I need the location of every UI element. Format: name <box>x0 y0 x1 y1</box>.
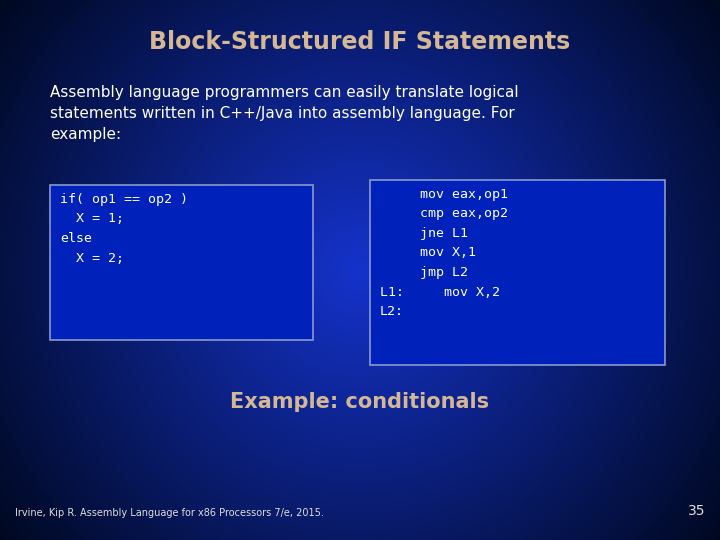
Text: Example: conditionals: Example: conditionals <box>230 392 490 412</box>
Text: if( op1 == op2 )
  X = 1;
else
  X = 2;: if( op1 == op2 ) X = 1; else X = 2; <box>60 193 188 265</box>
FancyBboxPatch shape <box>370 180 665 365</box>
Text: Block-Structured IF Statements: Block-Structured IF Statements <box>149 30 571 54</box>
Text: mov eax,op1
     cmp eax,op2
     jne L1
     mov X,1
     jmp L2
L1:     mov X,: mov eax,op1 cmp eax,op2 jne L1 mov X,1 j… <box>380 188 508 318</box>
Text: Assembly language programmers can easily translate logical
statements written in: Assembly language programmers can easily… <box>50 85 518 142</box>
FancyBboxPatch shape <box>50 185 313 340</box>
Text: 35: 35 <box>688 504 705 518</box>
Text: Irvine, Kip R. Assembly Language for x86 Processors 7/e, 2015.: Irvine, Kip R. Assembly Language for x86… <box>15 508 324 518</box>
